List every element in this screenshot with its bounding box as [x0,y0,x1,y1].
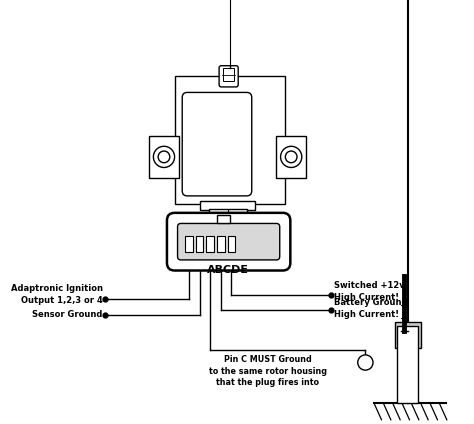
FancyBboxPatch shape [209,209,246,220]
FancyBboxPatch shape [219,66,238,87]
Circle shape [281,146,302,167]
FancyBboxPatch shape [149,136,179,178]
Circle shape [285,151,297,163]
FancyBboxPatch shape [395,322,420,348]
Text: ABCDE: ABCDE [207,265,248,275]
FancyBboxPatch shape [182,92,252,196]
FancyBboxPatch shape [174,76,285,204]
FancyBboxPatch shape [167,213,291,271]
Circle shape [358,355,373,370]
Circle shape [154,146,174,167]
Text: Adaptronic Ignition
Output 1,2,3 or 4: Adaptronic Ignition Output 1,2,3 or 4 [10,284,102,305]
FancyBboxPatch shape [276,136,306,178]
FancyBboxPatch shape [223,68,234,81]
Text: Switched +12v
High Current!: Switched +12v High Current! [334,281,404,302]
Text: Sensor Ground: Sensor Ground [32,310,102,319]
FancyBboxPatch shape [397,326,419,403]
FancyBboxPatch shape [200,201,255,210]
FancyBboxPatch shape [228,236,235,252]
FancyBboxPatch shape [217,236,225,252]
Circle shape [158,151,170,163]
Text: Pin C MUST Ground
to the same rotor housing
that the plug fires into: Pin C MUST Ground to the same rotor hous… [209,355,327,388]
FancyBboxPatch shape [217,215,230,223]
FancyBboxPatch shape [178,223,280,260]
Text: Battery Ground
High Current!: Battery Ground High Current! [334,298,407,319]
FancyBboxPatch shape [185,236,193,252]
FancyBboxPatch shape [206,236,214,252]
FancyBboxPatch shape [196,236,203,252]
